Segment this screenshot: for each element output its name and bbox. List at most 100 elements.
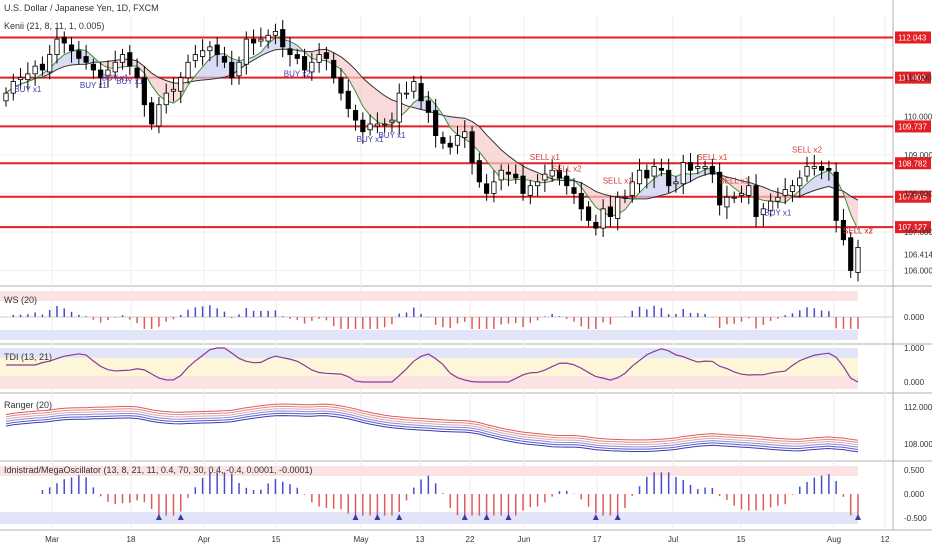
ranger-band-line — [5, 412, 859, 450]
candle-body — [702, 166, 708, 169]
candle-body — [141, 77, 147, 106]
candle-body — [54, 38, 60, 55]
candle-body — [505, 171, 512, 175]
x-tick-label: 18 — [127, 535, 136, 544]
candle-body — [389, 119, 395, 123]
cloud-segment — [268, 37, 276, 53]
candle-body — [207, 46, 213, 52]
indicator-cloud — [5, 37, 859, 230]
sell-signal-label: SELL x1 — [719, 176, 749, 185]
mega-arrow-marker — [396, 514, 403, 520]
cloud-segment — [850, 196, 858, 230]
tdi-y-tick: 1.000 — [904, 344, 925, 353]
buy-signal-label: BUY x1 — [764, 208, 792, 217]
candle-body — [709, 166, 715, 175]
candles — [3, 19, 861, 282]
candle-body — [280, 29, 286, 48]
candle-body — [746, 185, 752, 196]
candle-body — [331, 59, 337, 79]
candle-body — [469, 131, 475, 163]
candle-body — [855, 247, 861, 273]
candle-body — [185, 61, 191, 79]
candle-body — [68, 44, 75, 52]
cloud-segment — [726, 177, 735, 189]
candle-body — [10, 81, 16, 94]
candle-body — [301, 56, 308, 71]
candle-body — [61, 36, 67, 44]
candle-body — [484, 183, 490, 194]
candle-body — [789, 185, 796, 192]
candle-body — [90, 63, 96, 71]
candle-body — [294, 54, 300, 59]
candle-body — [520, 175, 526, 194]
y-tick-label: 110.000 — [904, 112, 932, 121]
candle-body — [149, 102, 155, 125]
candle-body — [622, 196, 628, 199]
x-tick-label: Apr — [198, 535, 211, 544]
candle-body — [352, 110, 359, 121]
candle-body — [651, 166, 657, 177]
candle-body — [775, 196, 781, 202]
candle-body — [105, 69, 111, 77]
cloud-segment — [144, 66, 152, 86]
cloud-segment — [348, 62, 356, 92]
candle-body — [462, 131, 468, 138]
candle-body — [724, 196, 730, 208]
cloud-segment — [734, 178, 742, 194]
candle-body — [39, 63, 45, 71]
level-label: 107.127 — [898, 223, 927, 232]
mega-arrow-marker — [177, 514, 184, 520]
candle-body — [513, 173, 519, 179]
candle-body — [673, 181, 679, 185]
candle-body — [811, 166, 817, 169]
buy-signal-label: BUY x2 — [284, 69, 312, 78]
sell-signal-label: SELL x2 — [792, 145, 822, 154]
level-label: 107.915 — [898, 193, 927, 202]
y-tick-label: 109.000 — [904, 151, 932, 160]
candle-body — [236, 61, 242, 77]
mega-arrow-marker — [855, 514, 861, 520]
mega-arrow-marker — [461, 514, 468, 520]
candle-body — [396, 92, 402, 123]
ranger-panel-title: Ranger (20) — [4, 400, 52, 410]
candle-body — [447, 142, 453, 148]
candle-body — [549, 169, 555, 177]
mega-y-tick: 0.500 — [904, 466, 925, 475]
candle-body — [840, 220, 847, 241]
cloud-segment — [340, 56, 349, 79]
candle-body — [119, 54, 126, 63]
candle-body — [178, 77, 184, 92]
mega-arrow-marker — [352, 514, 359, 520]
candle-body — [98, 69, 104, 79]
candle-body — [476, 160, 482, 183]
ranger-band-line — [5, 403, 859, 441]
x-tick-label: 15 — [737, 535, 746, 544]
candle-body — [287, 48, 293, 55]
y-tick-label: 107.000 — [904, 228, 932, 237]
candle-body — [25, 73, 31, 81]
tdi-upper-band — [0, 348, 858, 358]
candle-body — [163, 92, 169, 106]
candle-body — [316, 54, 322, 63]
candle-body — [83, 56, 89, 63]
candle-body — [454, 135, 461, 146]
level-tag — [895, 157, 931, 170]
current-price-label: 106.414 — [904, 251, 932, 260]
ws-lower-band — [0, 330, 858, 340]
candle-body — [680, 162, 686, 185]
candle-body — [607, 206, 613, 217]
cloud-segment — [595, 191, 604, 212]
x-tick-label: May — [353, 535, 368, 544]
candle-body — [127, 52, 133, 67]
mega-panel-title: Idnistrad/MegaOscillator (13, 8, 21, 11,… — [4, 465, 313, 475]
buy-signal-label: BUY x1 — [14, 85, 42, 94]
x-tick-label: Aug — [827, 535, 841, 544]
tdi-mid-band — [0, 358, 858, 376]
candle-body — [221, 56, 228, 63]
x-tick-label: Mar — [45, 535, 59, 544]
candle-body — [200, 50, 206, 57]
candle-body — [797, 177, 803, 187]
candle-body — [3, 92, 9, 102]
